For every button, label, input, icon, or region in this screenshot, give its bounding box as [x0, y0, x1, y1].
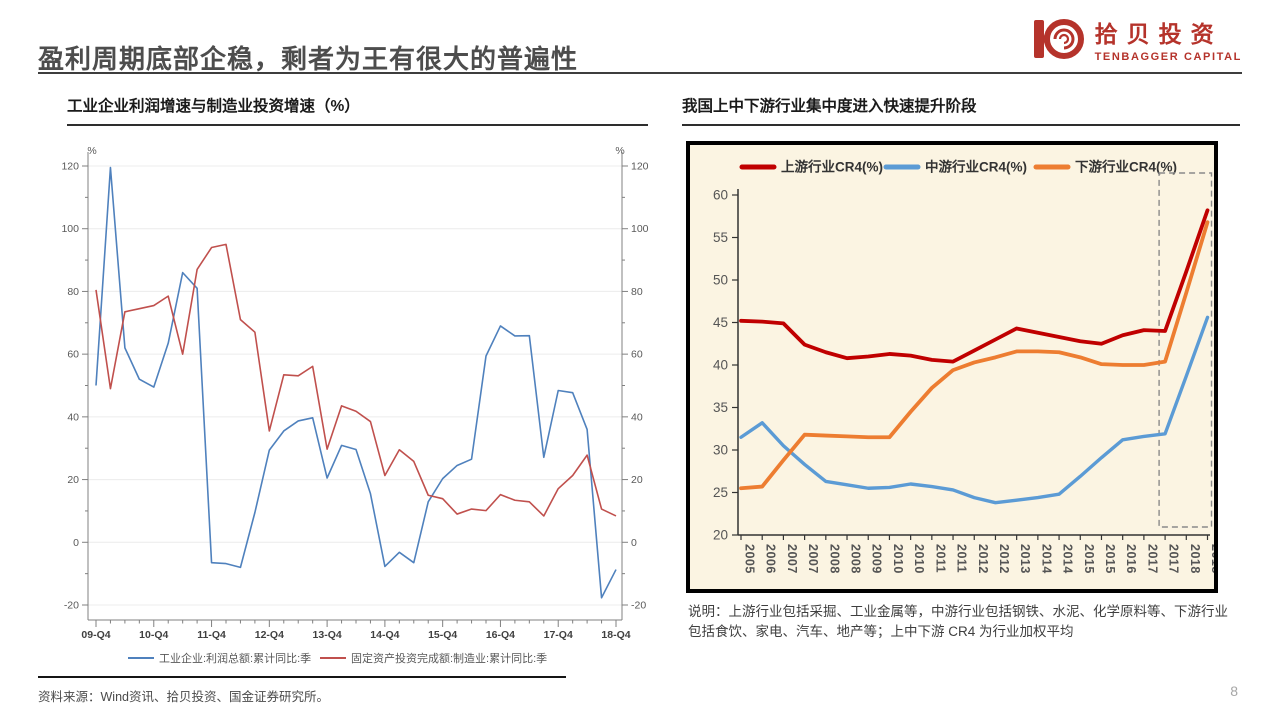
- svg-text:2008: 2008: [827, 544, 841, 574]
- svg-text:下游行业CR4(%): 下游行业CR4(%): [1075, 159, 1177, 175]
- svg-text:13-Q4: 13-Q4: [313, 629, 342, 641]
- svg-text:2015: 2015: [1103, 544, 1117, 574]
- svg-text:60: 60: [713, 188, 728, 203]
- svg-text:40: 40: [631, 411, 643, 423]
- svg-text:工业企业:利润总额:累计同比:季: 工业企业:利润总额:累计同比:季: [159, 651, 311, 665]
- svg-text:17-Q4: 17-Q4: [544, 629, 573, 641]
- svg-text:2012: 2012: [976, 544, 990, 574]
- svg-text:2011: 2011: [933, 544, 947, 573]
- svg-text:2017: 2017: [1167, 544, 1181, 574]
- logo: 拾贝投资 TENBAGGER CAPITAL: [1031, 12, 1242, 66]
- svg-text:2011: 2011: [955, 544, 969, 573]
- right-chart-title: 我国上中下游行业集中度进入快速提升阶段: [682, 94, 1240, 126]
- source-note: 资料来源：Wind资讯、拾贝投资、国金证券研究所。: [38, 690, 329, 704]
- chart-note: 说明：上游行业包括采掘、工业金属等，中游行业包括钢铁、水泥、化学原料等、下游行业…: [688, 604, 1228, 640]
- svg-text:20: 20: [631, 474, 643, 486]
- svg-text:0: 0: [631, 537, 637, 549]
- logo-text: 拾贝投资 TENBAGGER CAPITAL: [1095, 15, 1242, 63]
- svg-text:2005: 2005: [743, 544, 757, 574]
- logo-name-cn: 拾贝投资: [1094, 21, 1223, 47]
- svg-text:20: 20: [713, 528, 728, 543]
- svg-text:18-Q4: 18-Q4: [601, 629, 630, 641]
- svg-text:100: 100: [631, 223, 649, 235]
- svg-text:上游行业CR4(%): 上游行业CR4(%): [781, 159, 883, 175]
- svg-text:16-Q4: 16-Q4: [486, 629, 515, 641]
- svg-text:20: 20: [67, 474, 79, 486]
- svg-text:12-Q4: 12-Q4: [255, 629, 284, 641]
- tenbagger-logo-icon: [1033, 19, 1084, 59]
- svg-text:60: 60: [631, 349, 643, 361]
- page-title: 盈利周期底部企稳，剩者为王有很大的普遍性: [38, 44, 579, 75]
- svg-text:120: 120: [631, 161, 649, 173]
- header: 盈利周期底部企稳，剩者为王有很大的普遍性 拾贝投资 TENBAGGER CAPI…: [0, 0, 1280, 74]
- svg-text:40: 40: [713, 358, 728, 373]
- svg-text:固定资产投资完成额:制造业:累计同比:季: 固定资产投资完成额:制造业:累计同比:季: [351, 651, 547, 665]
- svg-text:45: 45: [713, 315, 728, 330]
- svg-text:11-Q4: 11-Q4: [197, 629, 226, 641]
- svg-text:25: 25: [713, 485, 728, 500]
- svg-text:2010: 2010: [912, 544, 926, 574]
- page-number: 8: [1230, 683, 1238, 699]
- svg-text:100: 100: [61, 223, 79, 235]
- svg-text:0: 0: [73, 537, 79, 549]
- svg-text:2016: 2016: [1124, 544, 1138, 574]
- svg-text:120: 120: [61, 161, 79, 173]
- svg-text:2013: 2013: [1018, 544, 1032, 574]
- svg-text:80: 80: [67, 286, 79, 298]
- footer-divider: [38, 676, 566, 678]
- svg-text:35: 35: [713, 400, 728, 415]
- svg-text:2012: 2012: [997, 544, 1011, 574]
- svg-text:2008: 2008: [849, 544, 863, 574]
- svg-text:30: 30: [713, 443, 728, 458]
- svg-text:2006: 2006: [764, 544, 778, 574]
- svg-text:2007: 2007: [806, 544, 820, 574]
- svg-text:2014: 2014: [1061, 544, 1075, 574]
- svg-text:2009: 2009: [870, 544, 884, 574]
- svg-text:%: %: [87, 145, 96, 157]
- svg-text:50: 50: [713, 273, 728, 288]
- svg-text:55: 55: [713, 230, 728, 245]
- svg-text:15-Q4: 15-Q4: [428, 629, 457, 641]
- svg-text:2015: 2015: [1082, 544, 1096, 574]
- logo-name-en: TENBAGGER CAPITAL: [1094, 51, 1242, 63]
- svg-text:2017: 2017: [1145, 544, 1159, 574]
- profit-vs-investment-line-chart: -20 -20 0 0 20 20 40 40 60 60 80 80 100 100 120 120% % 09…: [61, 145, 649, 665]
- svg-text:80: 80: [631, 286, 643, 298]
- svg-text:40: 40: [67, 411, 79, 423]
- svg-text:2018: 2018: [1188, 544, 1202, 574]
- svg-text:2014: 2014: [1039, 544, 1053, 574]
- svg-text:09-Q4: 09-Q4: [81, 629, 110, 641]
- svg-text:2007: 2007: [785, 544, 799, 574]
- svg-text:中游行业CR4(%): 中游行业CR4(%): [925, 159, 1027, 175]
- left-chart-title: 工业企业利润增速与制造业投资增速（%）: [67, 94, 648, 126]
- industry-cr4-line-chart: 上游行业CR4(%) 中游行业CR4(%) 下游行业CR4(%) 60 55 50 45 40…: [713, 159, 1223, 574]
- svg-text:10-Q4: 10-Q4: [139, 629, 168, 641]
- svg-text:%: %: [615, 145, 624, 157]
- header-divider: [38, 72, 1242, 74]
- svg-text:60: 60: [67, 349, 79, 361]
- cr4-chart-frame: 上游行业CR4(%) 中游行业CR4(%) 下游行业CR4(%) 60 55 50 45 40…: [686, 141, 1223, 593]
- svg-text:14-Q4: 14-Q4: [370, 629, 399, 641]
- svg-text:-20: -20: [631, 600, 646, 612]
- svg-text:2010: 2010: [891, 544, 905, 574]
- svg-text:2018: 2018: [1209, 544, 1214, 574]
- svg-text:-20: -20: [64, 600, 79, 612]
